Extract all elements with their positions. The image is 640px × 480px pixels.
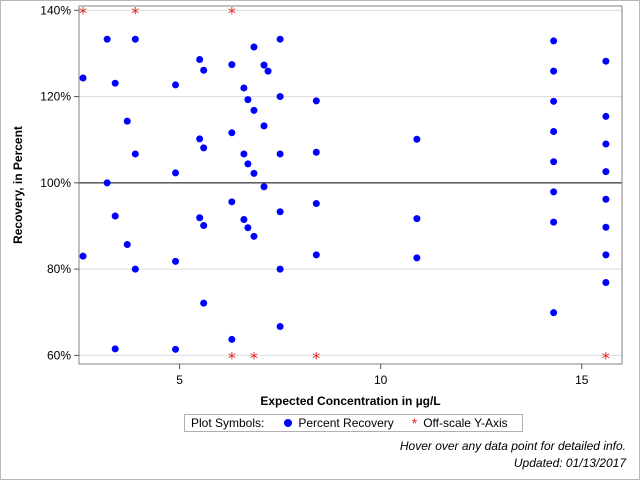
data-point [200,144,208,152]
data-point [602,168,610,176]
data-point [228,198,236,206]
legend-item-off-scale: Off-scale Y-Axis [423,416,508,430]
data-point [602,112,610,120]
data-point [264,67,272,75]
data-point [250,43,258,51]
y-tick-label: 100% [40,176,71,190]
legend-title: Plot Symbols: [191,416,265,430]
data-point [550,218,558,226]
data-point [172,81,180,89]
data-point [131,35,139,43]
data-point [250,232,258,240]
data-point [196,55,204,63]
y-tick-label: 120% [40,90,71,104]
legend-asterisk-icon: * [411,415,418,431]
data-point [276,35,284,43]
data-point [103,35,111,43]
data-point [79,74,87,82]
y-tick-label: 140% [40,3,71,17]
data-point [312,97,320,105]
data-point [244,160,252,168]
data-point [131,265,139,273]
data-point [240,84,248,92]
data-point [200,222,208,230]
off-scale-marker: * [312,348,320,367]
off-scale-marker: * [602,348,610,367]
data-point [123,241,131,249]
data-point [260,61,268,69]
data-point [111,212,119,220]
legend-item-percent-recovery: Percent Recovery [298,416,394,430]
data-point [312,148,320,156]
data-point [123,117,131,125]
data-point [103,179,111,187]
data-point [260,122,268,130]
data-point [602,251,610,259]
data-point [602,57,610,65]
data-point [550,309,558,317]
updated-footnote: Updated: 01/13/2017 [513,456,626,470]
data-point [276,322,284,330]
data-point [228,335,236,343]
data-point [276,150,284,158]
data-point [550,97,558,105]
data-point [550,128,558,136]
data-point [172,169,180,177]
x-axis-title: Expected Concentration in µg/L [260,394,440,408]
data-point [602,140,610,148]
data-point [312,251,320,259]
y-tick-label: 60% [47,348,71,362]
data-point [240,216,248,224]
data-point [131,150,139,158]
data-point [244,96,252,104]
data-point [312,200,320,208]
plot-area-border [78,5,623,365]
data-point [228,61,236,69]
data-point [79,252,87,260]
legend-circle-icon [284,419,293,427]
data-point [602,195,610,203]
data-point [200,299,208,307]
y-axis-title: Recovery, in Percent [11,126,25,244]
data-point [240,150,248,158]
data-point [196,214,204,222]
off-scale-marker: * [250,348,258,367]
x-tick-label: 10 [374,373,388,387]
data-point [250,169,258,177]
off-scale-marker: * [79,3,87,22]
data-point [250,106,258,114]
data-point [602,223,610,231]
data-point [228,129,236,137]
data-point [172,345,180,353]
x-tick-label: 5 [176,373,183,387]
hover-footnote: Hover over any data point for detailed i… [399,439,626,453]
off-scale-marker: * [228,3,236,22]
data-point [276,265,284,273]
data-point [111,79,119,87]
legend: Plot Symbols: Percent Recovery * Off-sca… [184,414,523,432]
data-point [276,93,284,101]
data-point [550,188,558,196]
x-tick-label: 15 [575,373,589,387]
data-point [276,208,284,216]
data-point [413,135,421,143]
data-point [244,224,252,232]
data-point [413,254,421,262]
scatter-plot: 60% 80% 100% 120% 140% 5 10 15 Expected Concentr… [11,3,623,408]
data-point [550,158,558,166]
data-point [196,135,204,143]
data-point [550,37,558,45]
data-point [200,66,208,74]
data-point [413,215,421,223]
data-point [172,257,180,265]
off-scale-marker: * [228,348,236,367]
y-tick-label: 80% [47,262,71,276]
data-point [550,67,558,75]
data-point [602,278,610,286]
off-scale-marker: * [131,3,139,22]
data-point [260,183,268,191]
data-point [111,345,119,353]
